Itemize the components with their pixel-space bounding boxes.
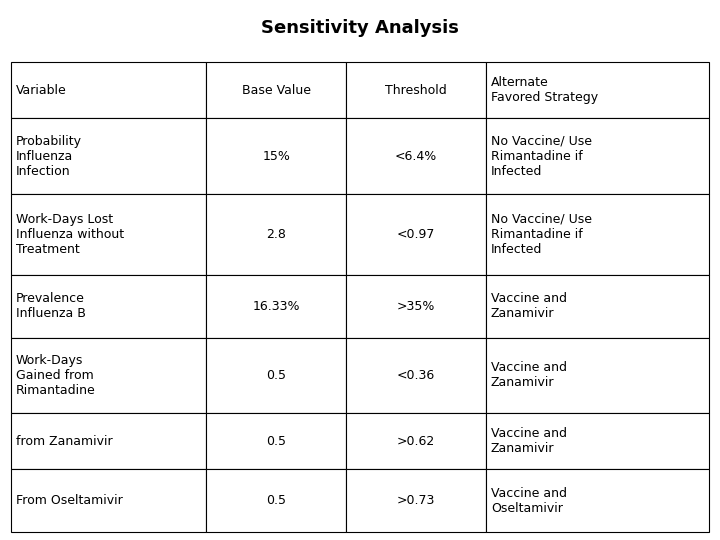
Bar <box>486 469 709 532</box>
Bar <box>346 338 486 413</box>
Bar <box>346 413 486 469</box>
Text: No Vaccine/ Use
Rimantadine if
Infected: No Vaccine/ Use Rimantadine if Infected <box>491 134 592 178</box>
Text: <0.36: <0.36 <box>397 369 435 382</box>
Bar <box>207 194 346 275</box>
Text: <0.97: <0.97 <box>397 228 435 241</box>
Bar <box>486 338 709 413</box>
Text: Work-Days Lost
Influenza without
Treatment: Work-Days Lost Influenza without Treatme… <box>16 213 124 256</box>
Bar <box>207 338 346 413</box>
Text: Variable: Variable <box>16 84 66 97</box>
Bar <box>346 469 486 532</box>
Text: 0.5: 0.5 <box>266 494 286 507</box>
Text: 15%: 15% <box>262 150 290 163</box>
Text: Alternate
Favored Strategy: Alternate Favored Strategy <box>491 76 598 104</box>
Bar <box>346 194 486 275</box>
Text: Prevalence
Influenza B: Prevalence Influenza B <box>16 292 86 320</box>
Bar <box>207 118 346 194</box>
Bar <box>207 275 346 338</box>
Text: 16.33%: 16.33% <box>253 300 300 313</box>
Text: >35%: >35% <box>397 300 435 313</box>
Text: Vaccine and
Zanamivir: Vaccine and Zanamivir <box>491 361 567 389</box>
Text: 2.8: 2.8 <box>266 228 286 241</box>
Text: from Zanamivir: from Zanamivir <box>16 435 112 448</box>
Bar <box>11 62 207 118</box>
Bar <box>486 413 709 469</box>
Bar <box>346 62 486 118</box>
Text: Probability
Influenza
Infection: Probability Influenza Infection <box>16 134 82 178</box>
Bar <box>346 118 486 194</box>
Text: No Vaccine/ Use
Rimantadine if
Infected: No Vaccine/ Use Rimantadine if Infected <box>491 213 592 256</box>
Text: >0.73: >0.73 <box>397 494 435 507</box>
Bar <box>11 413 207 469</box>
Text: >0.62: >0.62 <box>397 435 435 448</box>
Bar <box>11 275 207 338</box>
Text: Vaccine and
Zanamivir: Vaccine and Zanamivir <box>491 292 567 320</box>
Bar <box>486 194 709 275</box>
Text: Vaccine and
Zanamivir: Vaccine and Zanamivir <box>491 427 567 455</box>
Bar <box>207 413 346 469</box>
Text: 0.5: 0.5 <box>266 435 286 448</box>
Bar <box>207 62 346 118</box>
Text: <6.4%: <6.4% <box>395 150 437 163</box>
Bar <box>486 118 709 194</box>
Bar <box>346 275 486 338</box>
Bar <box>11 469 207 532</box>
Text: Threshold: Threshold <box>385 84 446 97</box>
Bar <box>11 338 207 413</box>
Bar <box>11 194 207 275</box>
Text: Sensitivity Analysis: Sensitivity Analysis <box>261 19 459 37</box>
Bar <box>207 469 346 532</box>
Text: Base Value: Base Value <box>242 84 311 97</box>
Bar <box>486 62 709 118</box>
Text: From Oseltamivir: From Oseltamivir <box>16 494 122 507</box>
Bar <box>11 118 207 194</box>
Bar <box>486 275 709 338</box>
Text: Vaccine and
Oseltamivir: Vaccine and Oseltamivir <box>491 487 567 515</box>
Text: Work-Days
Gained from
Rimantadine: Work-Days Gained from Rimantadine <box>16 354 96 397</box>
Text: 0.5: 0.5 <box>266 369 286 382</box>
